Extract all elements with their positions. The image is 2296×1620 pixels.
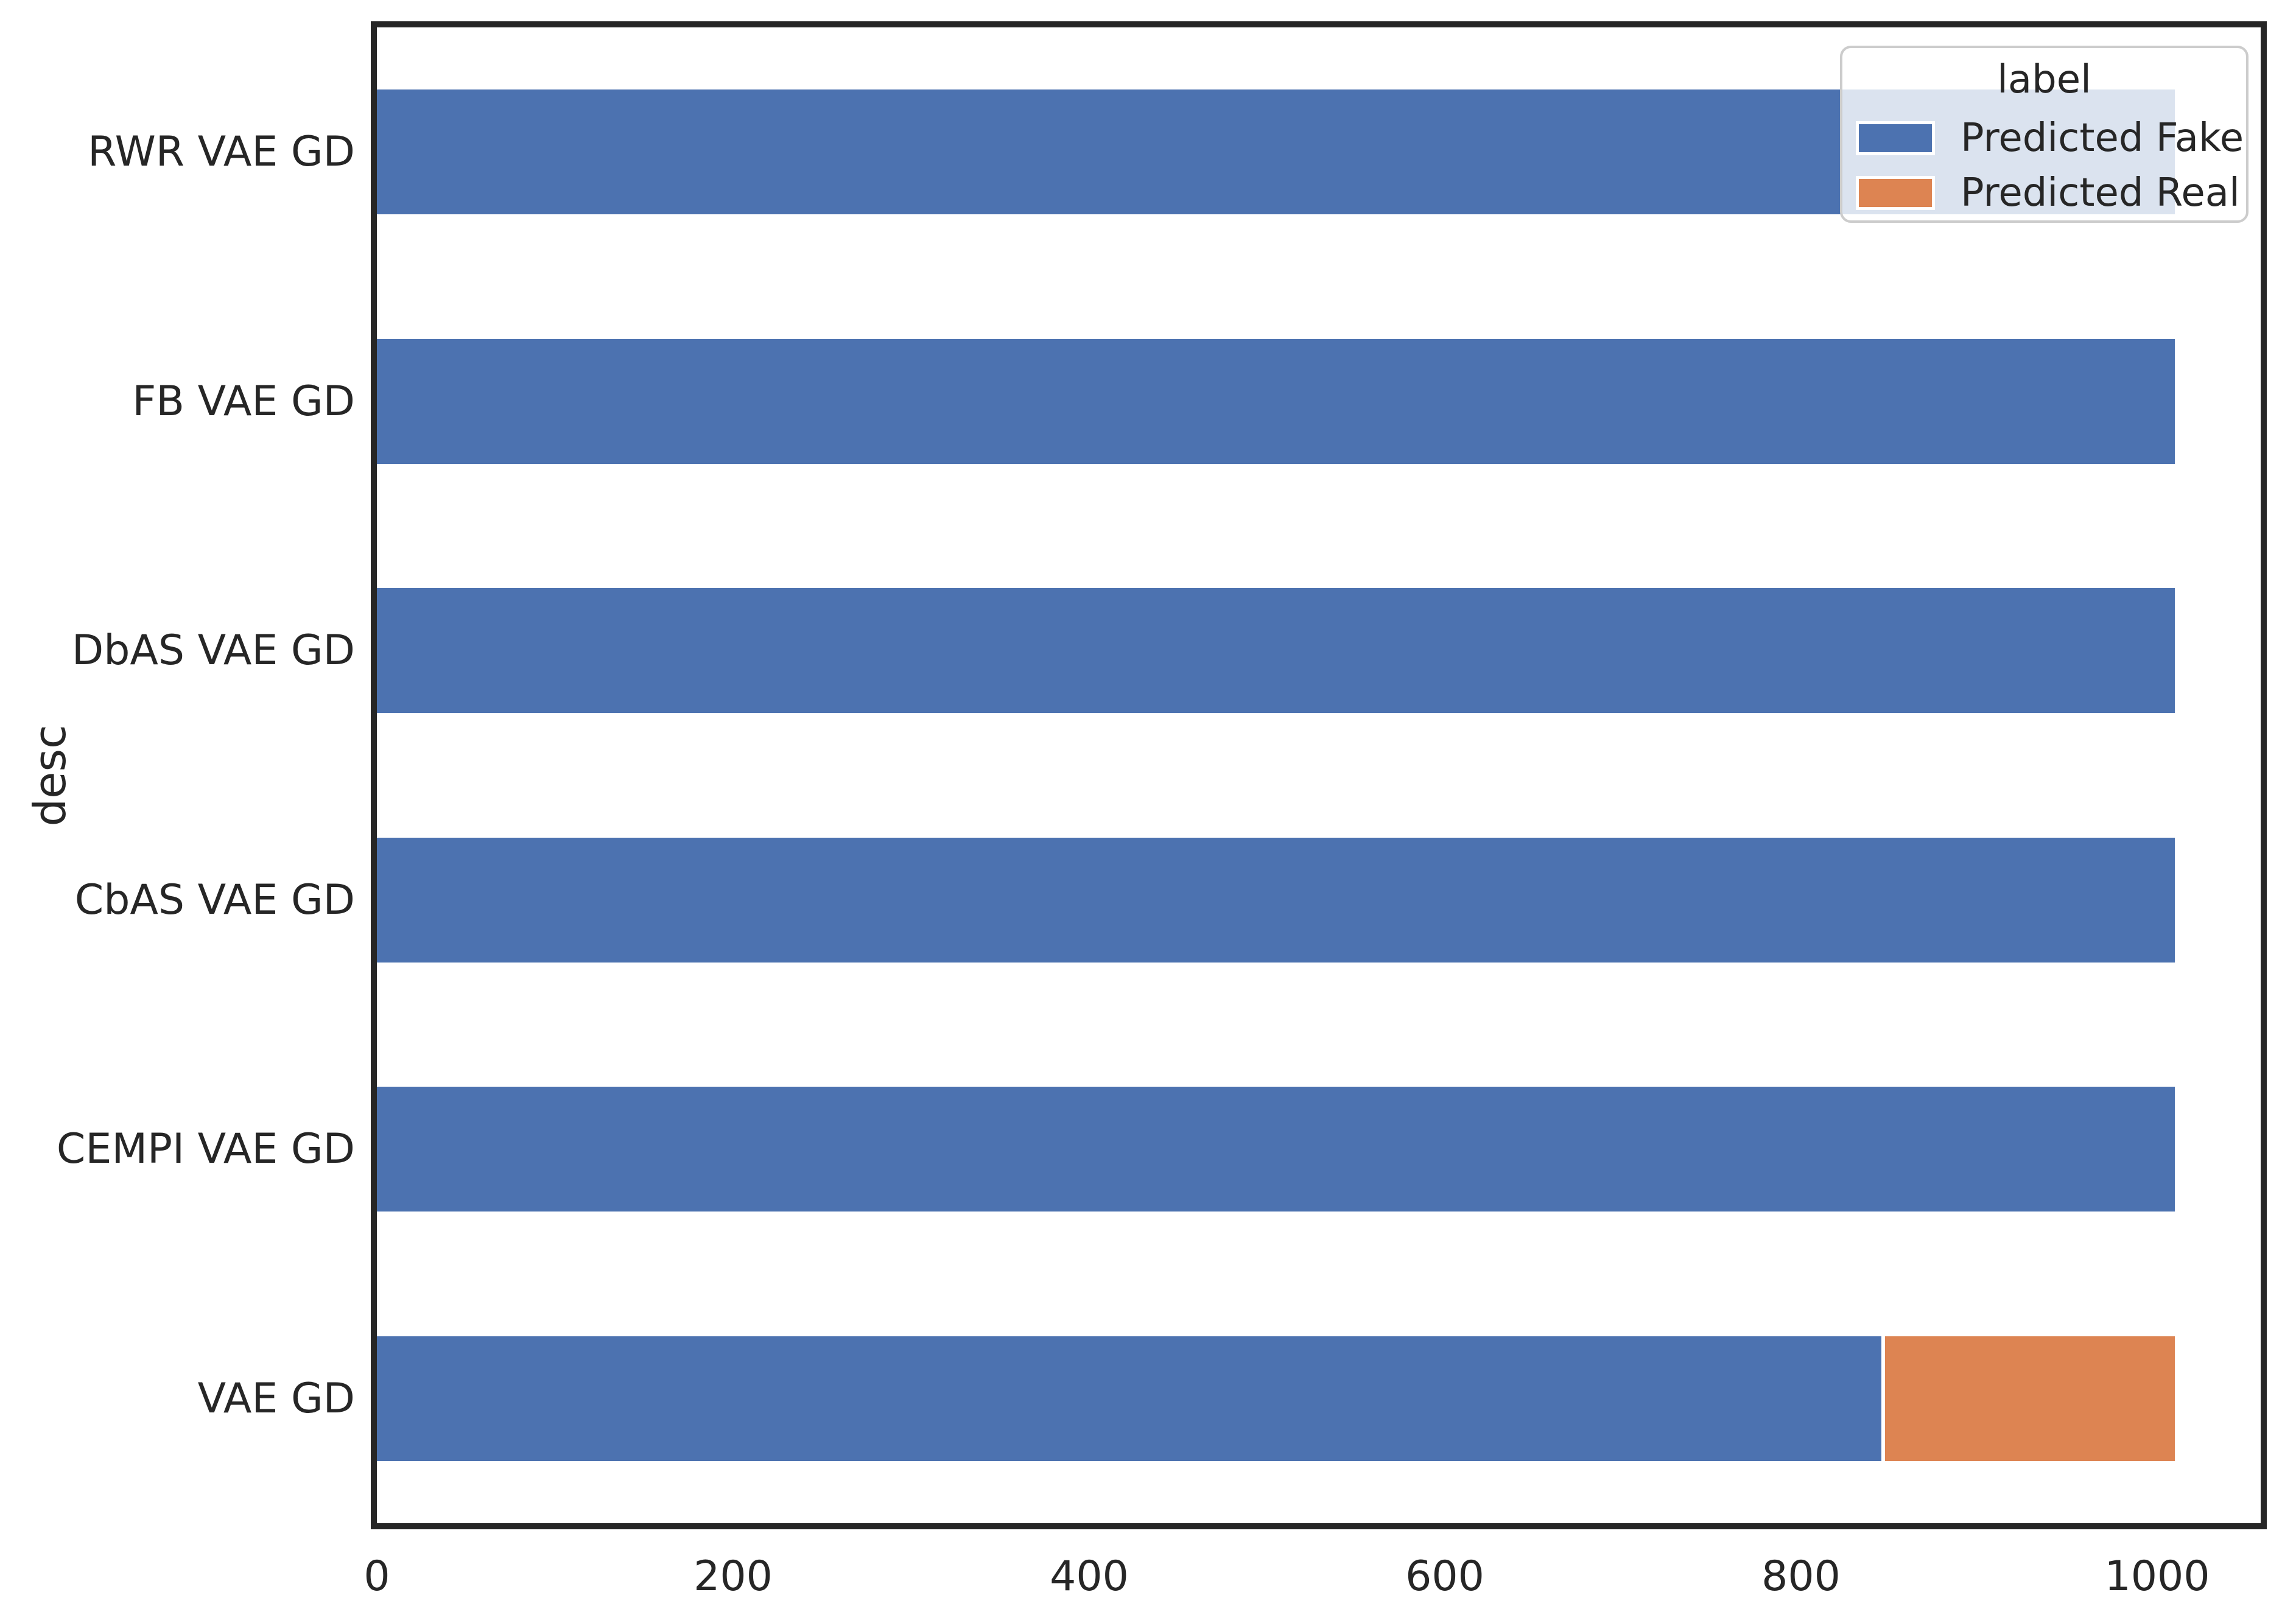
bar-segment-predicted-fake: [377, 1087, 2175, 1211]
legend: label Predicted Fake Predicted Real: [1840, 46, 2249, 223]
x-tick-label: 1000: [2104, 1552, 2210, 1601]
legend-swatch-icon: [1856, 121, 1935, 155]
y-axis-label: desc: [24, 724, 75, 827]
x-tick-label: 800: [1761, 1552, 1841, 1601]
legend-entry-label: Predicted Real: [1961, 170, 2240, 216]
y-tick-label: FB VAE GD: [132, 377, 355, 426]
legend-entry: Predicted Real: [1856, 174, 2240, 212]
bar-segment-predicted-fake: [377, 1336, 1881, 1461]
y-tick-label: CEMPI VAE GD: [56, 1124, 355, 1173]
x-tick-label: 600: [1405, 1552, 1484, 1601]
y-tick-label: DbAS VAE GD: [71, 626, 355, 675]
x-tick-label: 400: [1050, 1552, 1129, 1601]
plot-area-border: [371, 21, 2267, 1529]
legend-entry: Predicted Fake: [1856, 119, 2244, 158]
y-tick-label: VAE GD: [197, 1374, 355, 1423]
y-tick-label: CbAS VAE GD: [74, 875, 355, 924]
y-tick-label: RWR VAE GD: [88, 127, 355, 176]
legend-title: label: [1997, 57, 2091, 102]
bar-segment-predicted-real: [1881, 1336, 2175, 1461]
x-tick-label: 200: [693, 1552, 773, 1601]
bar-segment-predicted-fake: [377, 588, 2175, 713]
legend-swatch-icon: [1856, 176, 1935, 210]
legend-entry-label: Predicted Fake: [1961, 116, 2244, 161]
bar-segment-predicted-fake: [377, 838, 2175, 963]
x-tick-label: 0: [363, 1552, 390, 1601]
bar-segment-predicted-fake: [377, 339, 2175, 464]
